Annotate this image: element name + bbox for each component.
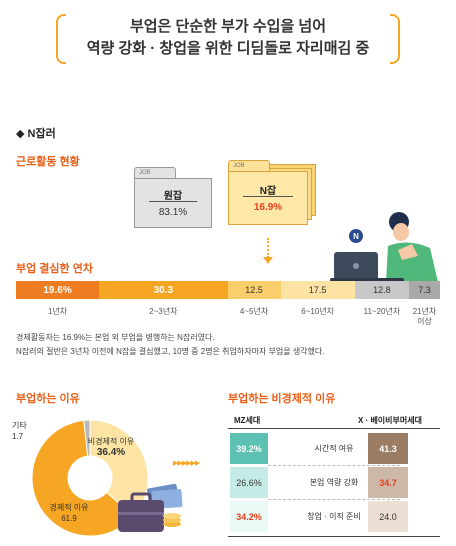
row-separator-1	[268, 465, 400, 466]
pie-label-2: 비경제적 이유 36.4%	[76, 436, 146, 458]
years-title: 부업 결심한 연차	[16, 263, 93, 275]
folder-primary-job: 원잡 83.1%	[134, 178, 212, 228]
years-bar-segment-6: 7.3	[409, 281, 440, 299]
headline-line-2: 역량 강화 · 창업을 위한 디딤돌로 자리매김 중	[86, 40, 370, 57]
pie-label-value-3: 1.7	[12, 432, 24, 441]
pie-label-name-3: 기타	[12, 421, 27, 430]
headline-bracket-left	[56, 14, 66, 64]
table-bottom-line	[228, 536, 440, 537]
headline-line-1: 부업은 단순한 부가 수입을 넘어	[129, 18, 327, 35]
xb-value-1: 41.3	[368, 433, 408, 464]
header-xb: X · 베이비부머세대	[358, 416, 422, 425]
briefcase-money-illustration	[118, 483, 183, 532]
pie-slice-3	[83, 419, 91, 457]
folder-n-value: 16.9%	[253, 202, 283, 213]
reasons-title: 부업하는 이유	[16, 393, 80, 405]
years-category-label-3: 4~5년차	[239, 307, 269, 316]
years-category-label-2: 2~3년차	[149, 307, 178, 316]
n-badge-text: N	[353, 232, 359, 241]
headline: 부업은 단순한 부가 수입을 넘어 역량 강화 · 창업을 위한 디딤돌로 자리…	[60, 16, 396, 60]
pie-label-name-2: 비경제적 이유	[87, 437, 135, 446]
note-line-2: N잡러의 절반은 3년차 이전에 N잡을 결심했고, 10명 중 2명은 취업하…	[16, 347, 325, 356]
pie-slice-1	[31, 419, 135, 537]
pie-label-value-1: 61.9	[61, 514, 77, 523]
reason-label-3: 창업 · 이직 준비	[307, 512, 361, 521]
years-bar-segment-1: 19.6%	[16, 281, 100, 299]
table-top-line	[228, 428, 440, 429]
years-bar-segment-2: 30.3	[99, 281, 228, 299]
arrow-down-icon	[263, 257, 273, 264]
dotted-connector	[267, 238, 269, 258]
years-bar-segment-5: 12.8	[354, 281, 410, 299]
header-mz: MZ세대	[234, 416, 261, 425]
pie-label-3: 기타 1.7	[12, 420, 42, 442]
years-category-label-5: 11~20년차	[363, 307, 401, 316]
mz-value-1: 39.2%	[230, 433, 268, 464]
folder-n-divider	[243, 196, 293, 197]
n-badge-icon	[349, 229, 363, 243]
folder-tab-primary: JOB	[134, 167, 176, 179]
reasons-pie-chart	[31, 419, 149, 537]
xb-value-3: 24.0	[368, 501, 408, 532]
reason-label-1: 시간적 여유	[314, 444, 354, 453]
person-laptop-illustration: N	[330, 212, 438, 282]
pie-label-1: 경제적 이유 61.9	[34, 502, 104, 524]
reason-label-2: 본업 역량 강화	[309, 478, 359, 487]
folder-primary-value: 83.1%	[158, 207, 188, 218]
pie-label-value-2: 36.4%	[96, 447, 126, 458]
years-category-label-1: 1년차	[47, 307, 68, 316]
years-bar-segment-3: 12.5	[227, 281, 281, 299]
years-bar-segment-4: 17.5	[280, 281, 355, 299]
headline-bracket-right	[390, 14, 400, 64]
row-separator-2	[268, 499, 400, 500]
mz-value-3: 34.2%	[230, 501, 268, 532]
folder-n-job: N잡 16.9%	[228, 171, 308, 225]
years-stacked-bar: 19.6% 30.3 12.5 17.5 12.8 7.3	[16, 281, 440, 299]
pie-label-name-1: 경제적 이유	[49, 503, 89, 512]
section-title: ◆ N잡러	[16, 128, 56, 140]
folder-primary-label: 원잡	[163, 191, 183, 202]
years-category-label-4: 6~10년차	[301, 307, 335, 316]
note-line-1: 경제활동자는 16.9%는 본업 외 부업을 병행하는 N잡러였다.	[16, 333, 215, 342]
employment-title: 근로활동 현황	[16, 156, 80, 168]
noneco-title: 부업하는 비경제적 이유	[228, 393, 336, 405]
folder-n-label: N잡	[259, 186, 277, 197]
xb-value-2: 34.7	[368, 467, 408, 498]
years-category-label-6: 21년차 이상	[412, 307, 437, 326]
folder-primary-divider	[149, 201, 197, 202]
mz-value-2: 26.6%	[230, 467, 268, 498]
arrow-right-icons: ▶▶▶▶▶▶	[173, 460, 200, 467]
folder-tab-n: JOB	[228, 160, 270, 172]
